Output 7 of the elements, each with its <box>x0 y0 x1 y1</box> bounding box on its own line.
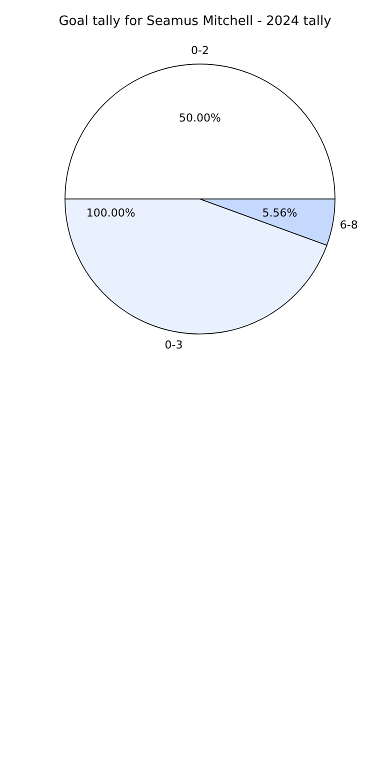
chart-title: Goal tally for Seamus Mitchell - 2024 tally <box>58 14 332 31</box>
text: 100.00% <box>86 206 136 220</box>
slice-label: 0-2 <box>191 44 209 57</box>
slice-label: 0-3 <box>164 338 183 352</box>
slice-label: 6-8 <box>340 218 358 232</box>
data-label: 5.56% <box>262 206 298 220</box>
data-label: 50.00% <box>179 112 221 124</box>
